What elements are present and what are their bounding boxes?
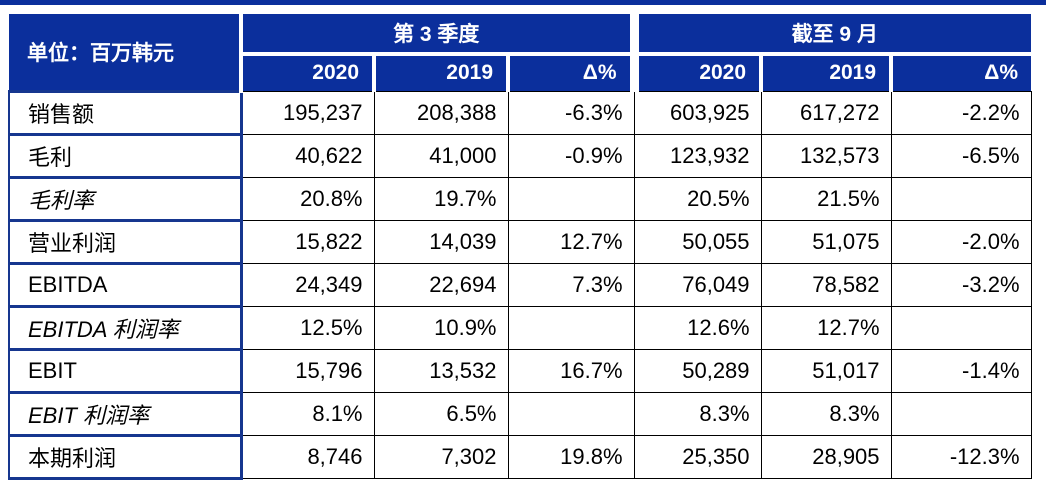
- data-cell-ytd-2019: 21.5%: [760, 176, 892, 221]
- data-cell-q3-2019: 14,039: [373, 219, 509, 264]
- top-accent-bar: [0, 0, 1046, 5]
- data-cell-ytd-2020: 8.3%: [633, 391, 762, 436]
- unit-label-cell: 单位：百万韩元: [9, 14, 243, 91]
- row-label-cell: 销售额: [8, 89, 243, 136]
- data-cell-q3-delta: [507, 305, 635, 350]
- data-cell-ytd-2019: 8.3%: [760, 391, 892, 436]
- data-cell-ytd-delta: [890, 305, 1032, 350]
- table-row: EBITDA 利润率 12.5% 10.9% 12.6% 12.7%: [8, 304, 1032, 351]
- row-label-cell: 毛利率: [8, 175, 243, 222]
- data-cell-ytd-2020: 12.6%: [633, 305, 762, 350]
- row-label-cell: EBIT: [8, 347, 243, 394]
- table-row: 销售额 195,237 208,388 -6.3% 603,925 617,27…: [8, 89, 1032, 136]
- data-cell-ytd-delta: [890, 176, 1032, 221]
- data-cell-q3-delta: [507, 391, 635, 436]
- data-cell-q3-delta: 19.8%: [507, 434, 635, 479]
- data-cell-ytd-2019: 132,573: [760, 133, 892, 178]
- data-cell-ytd-2019: 28,905: [760, 434, 892, 479]
- data-cell-ytd-delta: -2.0%: [890, 219, 1032, 264]
- table-row: 本期利润 8,746 7,302 19.8% 25,350 28,905 -12…: [8, 433, 1032, 480]
- column-header-q3-delta: Δ%: [505, 54, 635, 91]
- data-cell-q3-2020: 8,746: [240, 434, 375, 479]
- header-banner-row: 单位：百万韩元 第 3 季度 截至 9 月: [9, 14, 1032, 91]
- row-label-cell: 营业利润: [8, 218, 243, 265]
- row-label-cell: 毛利: [8, 132, 243, 179]
- table-row: EBIT 利润率 8.1% 6.5% 8.3% 8.3%: [8, 390, 1032, 437]
- row-label-cell: EBITDA: [8, 261, 243, 308]
- table-row: 营业利润 15,822 14,039 12.7% 50,055 51,075 -…: [8, 218, 1032, 265]
- data-cell-ytd-delta: -1.4%: [890, 348, 1032, 393]
- data-cell-ytd-delta: -6.5%: [890, 133, 1032, 178]
- data-cell-ytd-2020: 25,350: [633, 434, 762, 479]
- data-cell-q3-2020: 24,349: [240, 262, 375, 307]
- data-cell-ytd-2019: 51,017: [760, 348, 892, 393]
- table-row: EBITDA 24,349 22,694 7.3% 76,049 78,582 …: [8, 261, 1032, 308]
- table-row: 毛利率 20.8% 19.7% 20.5% 21.5%: [8, 175, 1032, 222]
- data-cell-ytd-2020: 123,932: [633, 133, 762, 178]
- data-cell-q3-2020: 15,822: [240, 219, 375, 264]
- column-header-ytd-delta: Δ%: [889, 54, 1032, 91]
- data-cell-q3-2020: 40,622: [240, 133, 375, 178]
- data-cell-q3-2019: 22,694: [373, 262, 509, 307]
- data-cell-q3-2019: 13,532: [373, 348, 509, 393]
- data-cell-q3-2019: 208,388: [373, 90, 509, 135]
- table-body: 销售额 195,237 208,388 -6.3% 603,925 617,27…: [8, 89, 1032, 480]
- data-cell-ytd-2020: 20.5%: [633, 176, 762, 221]
- data-cell-q3-2020: 20.8%: [240, 176, 375, 221]
- data-cell-q3-2019: 41,000: [373, 133, 509, 178]
- data-cell-ytd-2020: 76,049: [633, 262, 762, 307]
- column-header-q3-2020: 2020: [239, 54, 374, 91]
- data-cell-q3-2020: 195,237: [240, 90, 375, 135]
- group-header-ytd-september: 截至 9 月: [629, 14, 1032, 56]
- data-cell-ytd-delta: -3.2%: [890, 262, 1032, 307]
- data-cell-ytd-2019: 78,582: [760, 262, 892, 307]
- header-year-row: 2020 2019 Δ% 2020 2019 Δ%: [9, 54, 1032, 91]
- table-row: EBIT 15,796 13,532 16.7% 50,289 51,017 -…: [8, 347, 1032, 394]
- data-cell-q3-delta: 12.7%: [507, 219, 635, 264]
- column-header-ytd-2019: 2019: [759, 54, 892, 91]
- data-cell-q3-2019: 7,302: [373, 434, 509, 479]
- financial-table-container: 单位：百万韩元 第 3 季度 截至 9 月 2020 2019 Δ% 2020 …: [8, 14, 1046, 480]
- data-cell-q3-2019: 6.5%: [373, 391, 509, 436]
- data-cell-ytd-delta: [890, 391, 1032, 436]
- data-cell-ytd-delta: -2.2%: [890, 90, 1032, 135]
- data-cell-q3-delta: 16.7%: [507, 348, 635, 393]
- row-label-cell: EBIT 利润率: [8, 390, 243, 437]
- data-cell-ytd-2019: 51,075: [760, 219, 892, 264]
- data-cell-q3-delta: -0.9%: [507, 133, 635, 178]
- row-label-cell: EBITDA 利润率: [8, 304, 243, 351]
- data-cell-ytd-2019: 617,272: [760, 90, 892, 135]
- data-cell-q3-2019: 10.9%: [373, 305, 509, 350]
- data-cell-q3-2020: 12.5%: [240, 305, 375, 350]
- data-cell-ytd-2019: 12.7%: [760, 305, 892, 350]
- financial-results-table: 单位：百万韩元 第 3 季度 截至 9 月 2020 2019 Δ% 2020 …: [8, 14, 1032, 480]
- group-header-q3: 第 3 季度: [238, 14, 635, 56]
- data-cell-q3-delta: [507, 176, 635, 221]
- data-cell-q3-2020: 15,796: [240, 348, 375, 393]
- column-header-ytd-2020: 2020: [629, 54, 762, 91]
- data-cell-ytd-2020: 603,925: [633, 90, 762, 135]
- table-row: 毛利 40,622 41,000 -0.9% 123,932 132,573 -…: [8, 132, 1032, 179]
- data-cell-ytd-2020: 50,289: [633, 348, 762, 393]
- data-cell-ytd-delta: -12.3%: [890, 434, 1032, 479]
- data-cell-q3-delta: 7.3%: [507, 262, 635, 307]
- data-cell-ytd-2020: 50,055: [633, 219, 762, 264]
- row-label-cell: 本期利润: [8, 433, 243, 480]
- data-cell-q3-2019: 19.7%: [373, 176, 509, 221]
- data-cell-q3-2020: 8.1%: [240, 391, 375, 436]
- data-cell-q3-delta: -6.3%: [507, 90, 635, 135]
- column-header-q3-2019: 2019: [372, 54, 508, 91]
